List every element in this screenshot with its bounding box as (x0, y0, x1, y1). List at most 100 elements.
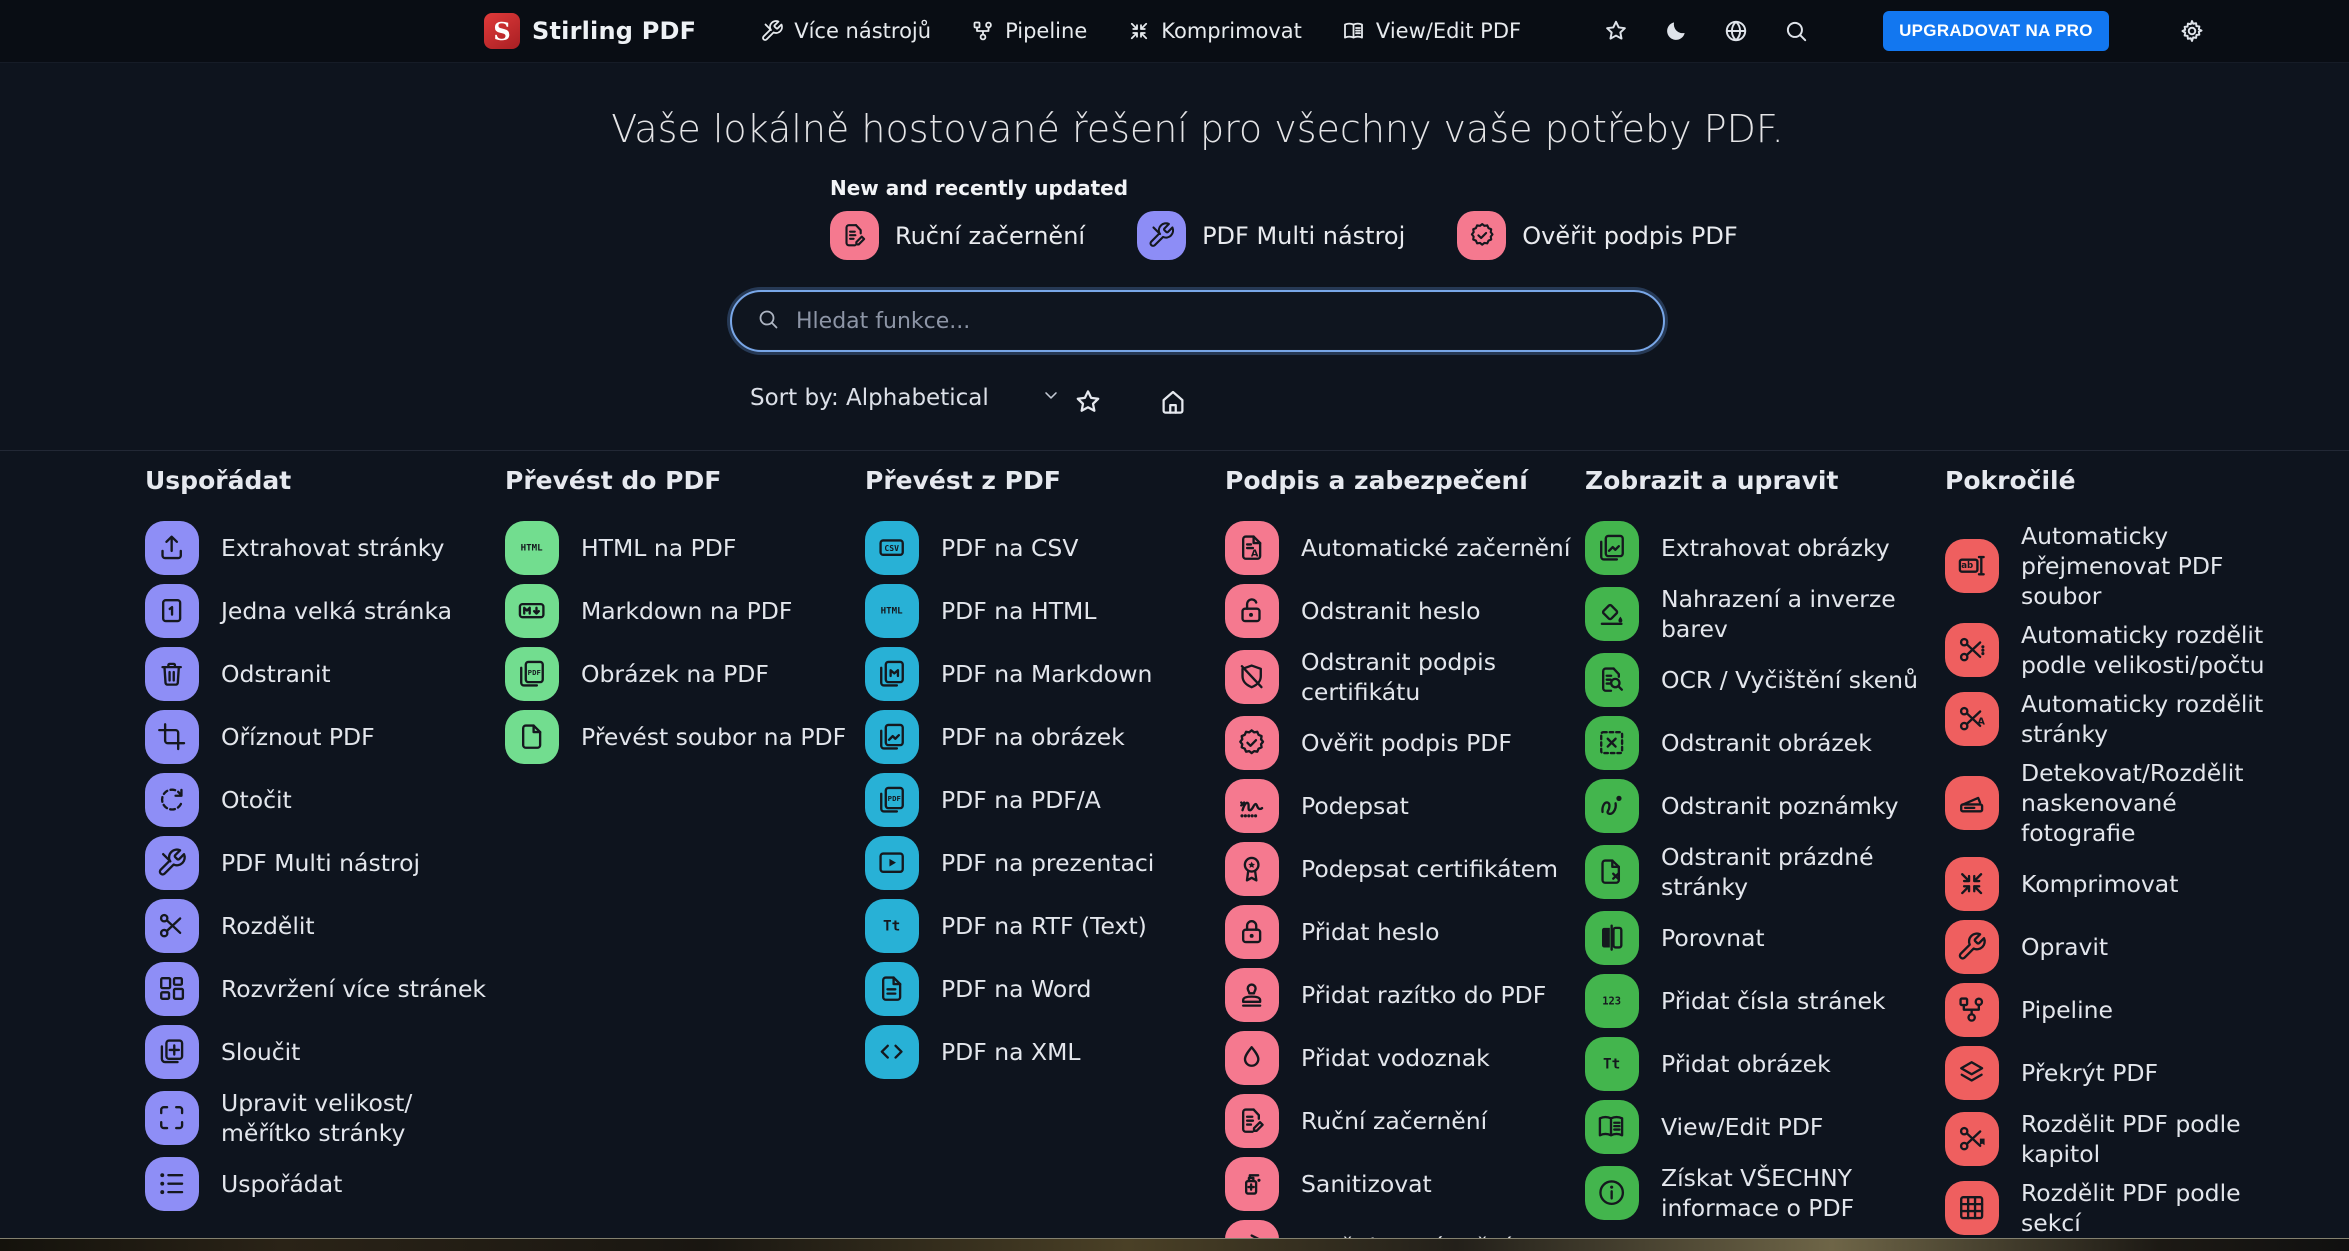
featured-chip[interactable]: Ruční začernění (830, 211, 1085, 260)
feature-search (730, 290, 1665, 352)
tool-item[interactable]: Detekovat/Rozdělit naskenované fotografi… (1945, 758, 2305, 848)
signature-icon (1225, 779, 1279, 833)
svg-text:Tt: Tt (883, 919, 900, 935)
tool-item[interactable]: Rozdělit PDF podle sekcí (1945, 1178, 2305, 1238)
tool-item[interactable]: Odstranit poznámky (1585, 779, 1945, 833)
nav-link-tools[interactable]: Více nástrojů (760, 19, 931, 43)
tool-item[interactable]: Nahrazení a inverze barev (1585, 584, 1945, 644)
tool-item[interactable]: Komprimovat (1945, 857, 2305, 911)
tool-list: Extrahovat stránky Jedna velká stránka Ods… (145, 521, 505, 1211)
tool-item[interactable]: Rozdělit PDF podle kapitol (1945, 1109, 2305, 1169)
globe-icon (1723, 18, 1749, 44)
tool-column: Zobrazit a upravit Extrahovat obrázky Nahr… (1585, 466, 1945, 1251)
tool-item[interactable]: PDF na Markdown (865, 647, 1225, 701)
brand[interactable]: S Stirling PDF (484, 13, 696, 49)
layout-grid-icon (145, 962, 199, 1016)
tool-item[interactable]: PDF na prezentaci (865, 836, 1225, 890)
tool-item[interactable]: Opravit (1945, 920, 2305, 974)
tool-item[interactable]: Překrýt PDF (1945, 1046, 2305, 1100)
tool-item[interactable]: Podepsat (1225, 779, 1585, 833)
tool-item[interactable]: Jedna velká stránka (145, 584, 505, 638)
tool-item[interactable]: CSV PDF na CSV (865, 521, 1225, 575)
scissors-A-icon: A (1945, 692, 1999, 746)
tool-item[interactable]: Upravit velikost/ měřítko stránky (145, 1088, 505, 1148)
globe-button[interactable] (1721, 16, 1751, 46)
tool-item[interactable]: Převést soubor na PDF (505, 710, 865, 764)
tool-item[interactable]: Rozdělit (145, 899, 505, 953)
tool-item-label: PDF na Word (941, 975, 1092, 1003)
tool-item[interactable]: OCR / Vyčištění skenů (1585, 653, 1945, 707)
tool-item[interactable]: Přidat razítko do PDF (1225, 968, 1585, 1022)
tool-item[interactable]: Odstranit prázdné stránky (1585, 842, 1945, 902)
tool-item[interactable]: PDF na XML (865, 1025, 1225, 1079)
section-divider (0, 450, 2349, 451)
tool-item[interactable]: Oříznout PDF (145, 710, 505, 764)
tool-item[interactable]: 123 Přidat čísla stránek (1585, 974, 1945, 1028)
merge-pages-icon (145, 1025, 199, 1079)
nav-link-book-open[interactable]: View/Edit PDF (1342, 19, 1521, 43)
tool-item-label: PDF na Markdown (941, 660, 1153, 688)
moon-button[interactable] (1661, 16, 1691, 46)
tool-item[interactable]: Tt Přidat obrázek (1585, 1037, 1945, 1091)
svg-text:PDF: PDF (888, 794, 901, 803)
tool-item[interactable]: Podepsat certifikátem (1225, 842, 1585, 896)
upgrade-pro-button[interactable]: UPGRADOVAT NA PRO (1883, 11, 2109, 51)
favorites-button[interactable] (1073, 387, 1103, 417)
tool-item[interactable]: PDF PDF na PDF/A (865, 773, 1225, 827)
tool-item[interactable]: Ověřit podpis PDF (1225, 716, 1585, 770)
seal-check-icon (1225, 716, 1279, 770)
svg-text:HTML: HTML (881, 607, 903, 617)
tool-item[interactable]: ab Automaticky přejmenovat PDF soubor (1945, 521, 2305, 611)
featured-chip[interactable]: Ověřit podpis PDF (1457, 211, 1738, 260)
tool-item[interactable]: Ruční začernění (1225, 1094, 1585, 1148)
tool-item[interactable]: PDF na Word (865, 962, 1225, 1016)
tool-item[interactable]: Rozvržení více stránek (145, 962, 505, 1016)
tool-item[interactable]: Porovnat (1585, 911, 1945, 965)
settings-button[interactable] (2177, 16, 2207, 46)
tool-item-label: Sanitizovat (1301, 1170, 1432, 1198)
tool-item[interactable]: Extrahovat obrázky (1585, 521, 1945, 575)
search-button[interactable] (1781, 16, 1811, 46)
tool-item[interactable]: Přidat vodoznak (1225, 1031, 1585, 1085)
nav-link-compress[interactable]: Komprimovat (1127, 19, 1302, 43)
recently-updated-label: New and recently updated (830, 176, 1129, 200)
tool-item[interactable]: Sloučit (145, 1025, 505, 1079)
tool-item[interactable]: PDF Obrázek na PDF (505, 647, 865, 701)
tool-item[interactable]: Získat VŠECHNY informace o PDF (1585, 1163, 1945, 1223)
tool-item[interactable]: A Automaticky rozdělit stránky (1945, 689, 2305, 749)
nav-link-pipeline[interactable]: Pipeline (971, 19, 1087, 43)
tool-item[interactable]: Automaticky rozdělit podle velikosti/poč… (1945, 620, 2305, 680)
tool-item[interactable]: Otočit (145, 773, 505, 827)
search-input[interactable] (796, 308, 1639, 334)
tool-item[interactable]: Markdown na PDF (505, 584, 865, 638)
tool-item-label: Detekovat/Rozdělit naskenované fotografi… (2021, 759, 2244, 847)
tool-list: A Automatické začernění Odstranit heslo Ods… (1225, 521, 1585, 1251)
svg-text:123: 123 (1603, 996, 1622, 1008)
tool-item[interactable]: A Automatické začernění (1225, 521, 1585, 575)
grid-3x3-icon (1945, 1181, 1999, 1235)
tool-item[interactable]: Odstranit (145, 647, 505, 701)
featured-chip[interactable]: PDF Multi nástroj (1137, 211, 1405, 260)
image-stack-icon (1585, 521, 1639, 575)
tool-item[interactable]: View/Edit PDF (1585, 1100, 1945, 1154)
doc-A-icon: A (1225, 521, 1279, 575)
tool-item[interactable]: Odstranit obrázek (1585, 716, 1945, 770)
sort-by-select[interactable]: Sort by: Alphabetical (750, 385, 1061, 411)
tool-item[interactable]: Pipeline (1945, 983, 2305, 1037)
doc-pencil-icon (830, 211, 879, 260)
star-button[interactable] (1601, 16, 1631, 46)
tool-item[interactable]: HTML PDF na HTML (865, 584, 1225, 638)
tool-item[interactable]: HTML HTML na PDF (505, 521, 865, 575)
tool-item[interactable]: Sanitizovat (1225, 1157, 1585, 1211)
featured-tools-row: Ruční začernění PDF Multi nástroj Ověřit p… (830, 211, 1738, 260)
tool-item[interactable]: Tt PDF na RTF (Text) (865, 899, 1225, 953)
tool-item[interactable]: Extrahovat stránky (145, 521, 505, 575)
tool-item[interactable]: PDF na obrázek (865, 710, 1225, 764)
tool-item[interactable]: Odstranit heslo (1225, 584, 1585, 638)
tool-item[interactable]: Odstranit podpis certifikátu (1225, 647, 1585, 707)
tool-item[interactable]: PDF Multi nástroj (145, 836, 505, 890)
tool-item[interactable]: Přidat heslo (1225, 905, 1585, 959)
tool-item[interactable]: Uspořádat (145, 1157, 505, 1211)
home-button[interactable] (1158, 387, 1188, 417)
stamp-icon (1225, 968, 1279, 1022)
